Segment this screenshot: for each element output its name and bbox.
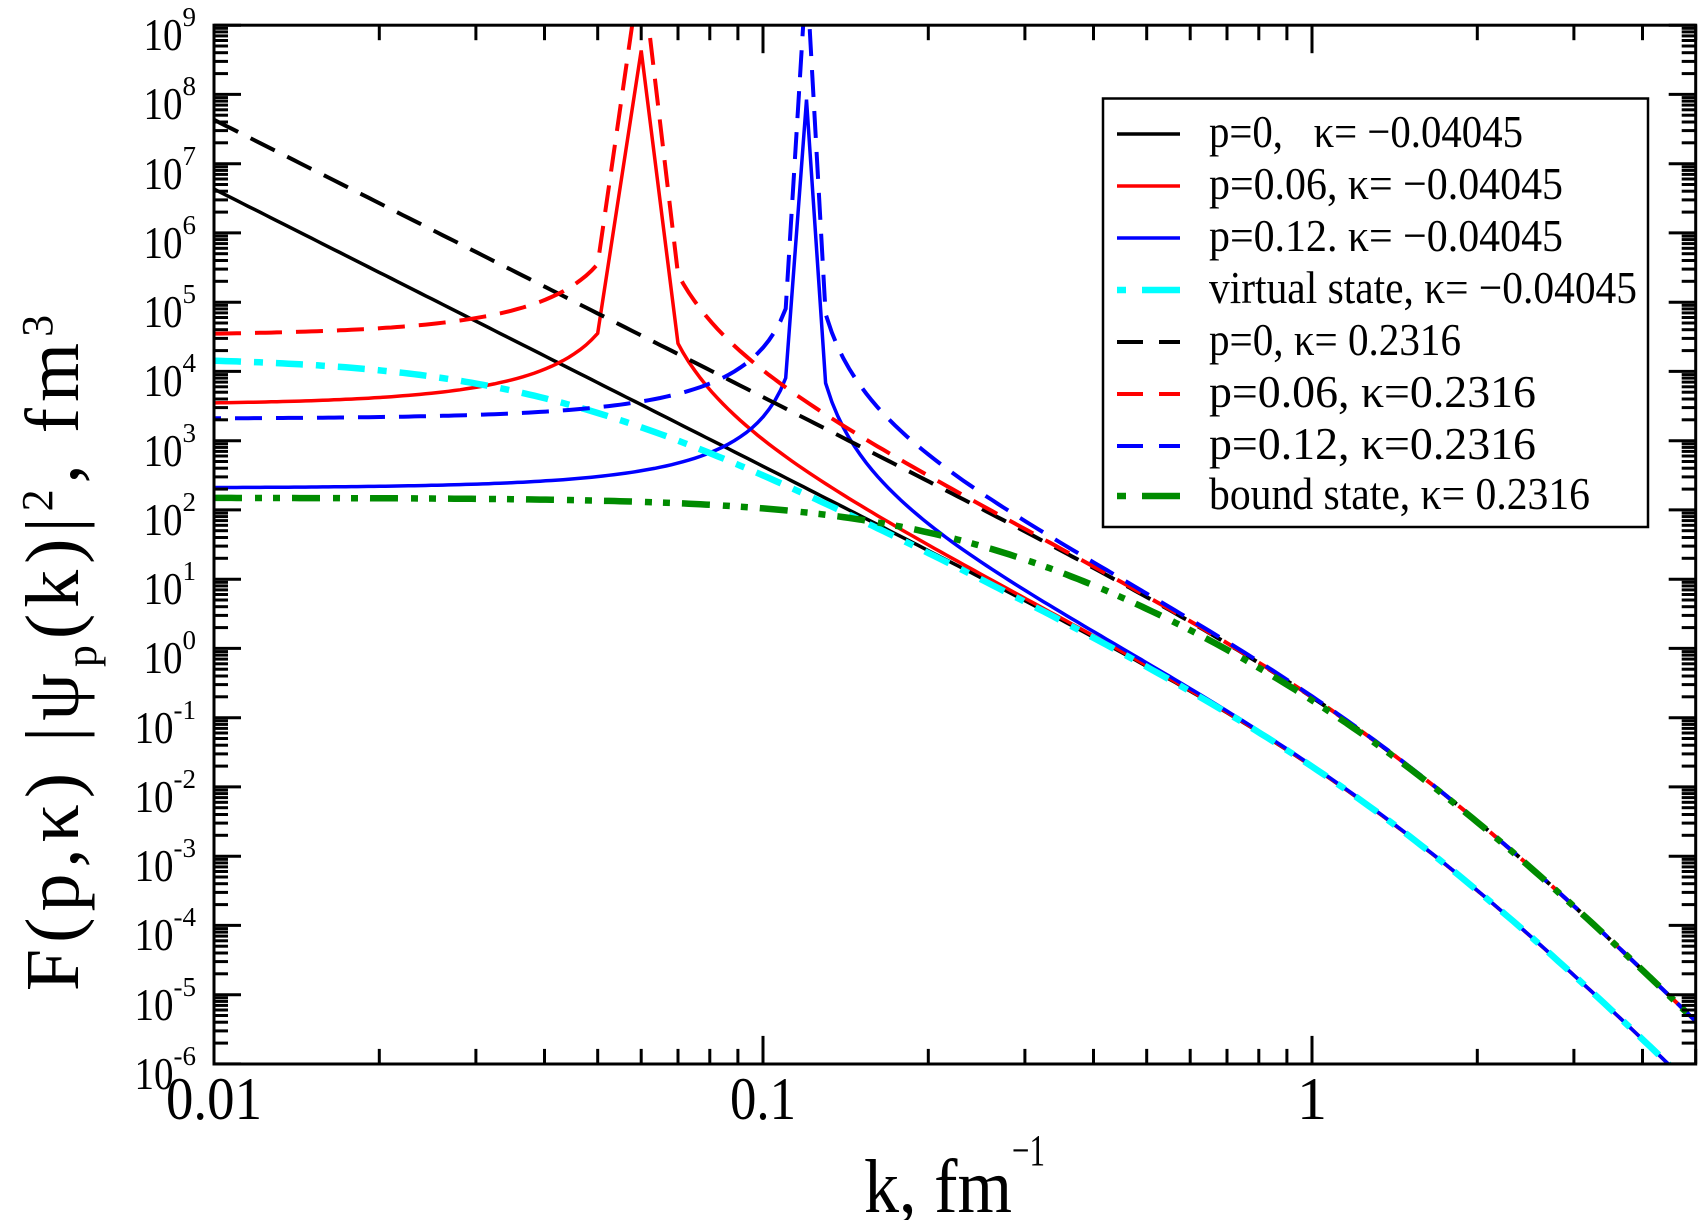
svg-text:107: 107	[144, 141, 197, 199]
svg-text:p=0, κ= −0.04045: p=0, κ= −0.04045	[1209, 106, 1523, 157]
svg-text:105: 105	[144, 279, 197, 337]
svg-text:10-5: 10-5	[135, 972, 197, 1030]
svg-text:10-4: 10-4	[135, 902, 197, 960]
svg-text:103: 103	[144, 418, 197, 476]
svg-text:bound state, κ= 0.2316: bound state, κ= 0.2316	[1209, 468, 1590, 519]
svg-text:0.01: 0.01	[166, 1066, 262, 1132]
svg-text:104: 104	[144, 348, 197, 406]
svg-text:p=0.12, κ=0.2316: p=0.12, κ=0.2316	[1209, 418, 1536, 469]
svg-text:p=0.06, κ= −0.04045: p=0.06, κ= −0.04045	[1209, 158, 1563, 209]
svg-text:virtual state, κ= −0.04045: virtual state, κ= −0.04045	[1209, 262, 1637, 313]
svg-text:100: 100	[144, 625, 197, 683]
svg-text:108: 108	[144, 71, 197, 129]
svg-text:−1: −1	[1012, 1126, 1045, 1175]
svg-text:102: 102	[144, 487, 197, 545]
svg-text:p=0.06, κ=0.2316: p=0.06, κ=0.2316	[1209, 366, 1536, 417]
svg-text:F(p,κ) |ψp(k)|2, fm3: F(p,κ) |ψp(k)|2, fm3	[11, 309, 106, 991]
svg-text:109: 109	[144, 2, 197, 60]
svg-text:p=0, κ= 0.2316: p=0, κ= 0.2316	[1209, 314, 1461, 365]
svg-text:10-3: 10-3	[135, 833, 197, 891]
svg-text:106: 106	[144, 210, 197, 268]
svg-text:p=0.12. κ= −0.04045: p=0.12. κ= −0.04045	[1209, 210, 1563, 261]
svg-text:k, fm: k, fm	[864, 1145, 1012, 1220]
svg-text:101: 101	[144, 556, 197, 614]
svg-text:10-6: 10-6	[135, 1041, 197, 1099]
svg-text:10-2: 10-2	[135, 764, 197, 822]
svg-text:1: 1	[1297, 1066, 1327, 1132]
svg-text:10-1: 10-1	[135, 695, 197, 753]
svg-text:0.1: 0.1	[730, 1066, 796, 1132]
